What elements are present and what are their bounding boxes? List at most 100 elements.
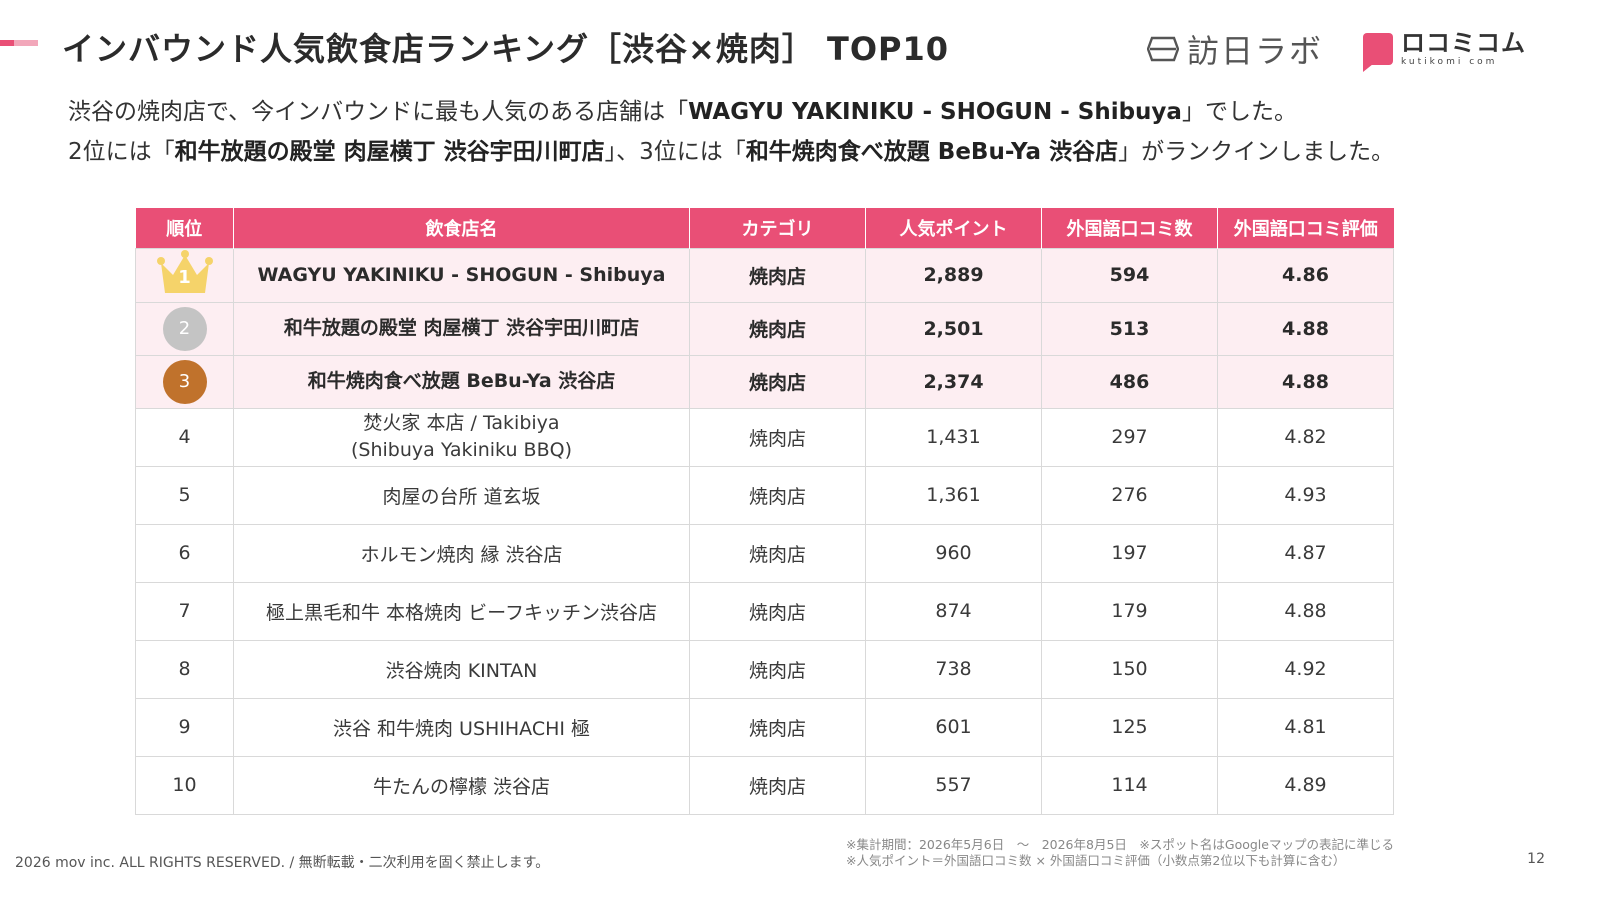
review-rating-cell: 4.86 (1217, 247, 1394, 303)
table-row: 9 渋谷 和牛焼肉 USHIHACHI 極 焼肉店 601 125 4.81 (135, 697, 1394, 757)
rank-cell: 8 (135, 639, 234, 699)
review-count-cell: 276 (1041, 465, 1218, 525)
header-review-count: 外国語口コミ数 (1041, 208, 1218, 248)
kutikomi-logo-subtext: kutikomi com (1401, 57, 1498, 67)
store-name-cell: 極上黒毛和牛 本格焼肉 ビーフキッチン渋谷店 (233, 581, 690, 641)
header-review-rating: 外国語口コミ評価 (1217, 208, 1394, 248)
rank-cell: 9 (135, 697, 234, 757)
ranking-table: 順位 飲食店名 カテゴリ 人気ポイント 外国語口コミ数 外国語口コミ評価 1 (135, 208, 1394, 815)
table-header-row: 順位 飲食店名 カテゴリ 人気ポイント 外国語口コミ数 外国語口コミ評価 (135, 208, 1394, 248)
category-cell: 焼肉店 (689, 354, 866, 409)
table-row: 5 肉屋の台所 道玄坂 焼肉店 1,361 276 4.93 (135, 465, 1394, 525)
review-rating-cell: 4.81 (1217, 697, 1394, 757)
review-count-cell: 114 (1041, 755, 1218, 815)
kutikomi-logo-icon (1363, 33, 1393, 72)
table-row: 1 WAGYU YAKINIKU - SHOGUN - Shibuya 焼肉店 … (135, 247, 1394, 303)
points-cell: 738 (865, 639, 1042, 699)
footnotes: ※集計期間：2026年5月6日 〜 2026年8月5日 ※スポット名はGoogl… (846, 837, 1394, 869)
points-cell: 874 (865, 581, 1042, 641)
review-rating-cell: 4.88 (1217, 354, 1394, 409)
gold-crown-icon: 1 (153, 249, 217, 297)
kutikomi-logo-text: ロコミコム (1401, 29, 1526, 57)
points-cell: 1,431 (865, 407, 1042, 467)
rank-cell: 10 (135, 755, 234, 815)
review-count-cell: 297 (1041, 407, 1218, 467)
points-cell: 2,889 (865, 247, 1042, 303)
rank-cell: 7 (135, 581, 234, 641)
store-name-cell: ホルモン焼肉 縁 渋谷店 (233, 523, 690, 583)
category-cell: 焼肉店 (689, 465, 866, 525)
store-name-cell: WAGYU YAKINIKU - SHOGUN - Shibuya (233, 247, 690, 303)
review-count-cell: 486 (1041, 354, 1218, 409)
category-cell: 焼肉店 (689, 639, 866, 699)
intro-rank3-name: 和牛焼肉食べ放題 BeBu-Ya 渋谷店 (745, 139, 1119, 165)
copyright-text: 2026 mov inc. ALL RIGHTS RESERVED. / 無断転… (15, 855, 550, 871)
page-title: インバウンド人気飲食店ランキング［渋谷×焼肉］ TOP10 (62, 30, 950, 68)
logo-area: 訪日ラボ ロコミコム kutikomi com (1146, 26, 1526, 72)
intro-text: 渋谷の焼肉店で、今インバウンドに最も人気のある店舗は「WAGYU YAKINIK… (68, 92, 1528, 172)
store-name-cell: 渋谷 和牛焼肉 USHIHACHI 極 (233, 697, 690, 757)
store-name-cell: 渋谷焼肉 KINTAN (233, 639, 690, 699)
rank-cell: 4 (135, 407, 234, 467)
header-points: 人気ポイント (865, 208, 1042, 248)
review-count-cell: 150 (1041, 639, 1218, 699)
bronze-medal-icon: 3 (162, 359, 207, 404)
category-cell: 焼肉店 (689, 697, 866, 757)
intro-line-2: 2位には「和牛放題の殿堂 肉屋横丁 渋谷宇田川町店」、3位には「和牛焼肉食べ放題… (68, 139, 1395, 165)
silver-medal-icon: 2 (162, 306, 207, 351)
intro-rank1-name: WAGYU YAKINIKU - SHOGUN - Shibuya (688, 99, 1182, 125)
store-name-cell: 和牛放題の殿堂 肉屋横丁 渋谷宇田川町店 (233, 301, 690, 356)
table-row: 2 和牛放題の殿堂 肉屋横丁 渋谷宇田川町店 焼肉店 2,501 513 4.8… (135, 301, 1394, 356)
rank-cell: 5 (135, 465, 234, 525)
table-row: 6 ホルモン焼肉 縁 渋谷店 焼肉店 960 197 4.87 (135, 523, 1394, 583)
table-row: 3 和牛焼肉食べ放題 BeBu-Ya 渋谷店 焼肉店 2,374 486 4.8… (135, 354, 1394, 409)
points-cell: 1,361 (865, 465, 1042, 525)
table-row: 4 焚火家 本店 / Takibiya (Shibuya Yakiniku BBQ… (135, 407, 1394, 467)
houni-lab-logo-text: 訪日ラボ (1186, 32, 1323, 70)
rank-cell: 1 (135, 247, 234, 303)
intro-line-1: 渋谷の焼肉店で、今インバウンドに最も人気のある店舗は「WAGYU YAKINIK… (68, 99, 1297, 125)
category-cell: 焼肉店 (689, 581, 866, 641)
store-name-cell: 肉屋の台所 道玄坂 (233, 465, 690, 525)
category-cell: 焼肉店 (689, 407, 866, 467)
category-cell: 焼肉店 (689, 755, 866, 815)
review-rating-cell: 4.89 (1217, 755, 1394, 815)
review-rating-cell: 4.93 (1217, 465, 1394, 525)
review-count-cell: 197 (1041, 523, 1218, 583)
store-name-cell: 和牛焼肉食べ放題 BeBu-Ya 渋谷店 (233, 354, 690, 409)
store-name-cell: 焚火家 本店 / Takibiya (Shibuya Yakiniku BBQ) (233, 407, 690, 467)
review-rating-cell: 4.82 (1217, 407, 1394, 467)
footnote-points: ※人気ポイント＝外国語口コミ数 × 外国語口コミ評価（小数点第2位以下も計算に含… (846, 853, 1346, 868)
store-name-cell: 牛たんの檸檬 渋谷店 (233, 755, 690, 815)
points-cell: 960 (865, 523, 1042, 583)
page-number: 12 (1527, 851, 1545, 867)
header-store-name: 飲食店名 (233, 208, 690, 248)
review-count-cell: 179 (1041, 581, 1218, 641)
rank-cell: 3 (135, 354, 234, 409)
title-accent-bar (0, 40, 38, 46)
review-rating-cell: 4.87 (1217, 523, 1394, 583)
intro-rank2-name: 和牛放題の殿堂 肉屋横丁 渋谷宇田川町店 (174, 139, 605, 165)
category-cell: 焼肉店 (689, 523, 866, 583)
review-rating-cell: 4.88 (1217, 581, 1394, 641)
table-row: 7 極上黒毛和牛 本格焼肉 ビーフキッチン渋谷店 焼肉店 874 179 4.8… (135, 581, 1394, 641)
points-cell: 2,501 (865, 301, 1042, 356)
category-cell: 焼肉店 (689, 301, 866, 356)
review-rating-cell: 4.88 (1217, 301, 1394, 356)
rank-number: 1 (178, 266, 191, 288)
rank-cell: 2 (135, 301, 234, 356)
points-cell: 601 (865, 697, 1042, 757)
kutikomi-logo: ロコミコム kutikomi com (1363, 29, 1526, 72)
review-count-cell: 594 (1041, 247, 1218, 303)
header-category: カテゴリ (689, 208, 866, 248)
table-row: 8 渋谷焼肉 KINTAN 焼肉店 738 150 4.92 (135, 639, 1394, 699)
header-rank: 順位 (135, 208, 234, 248)
table-row: 10 牛たんの檸檬 渋谷店 焼肉店 557 114 4.89 (135, 755, 1394, 815)
category-cell: 焼肉店 (689, 247, 866, 303)
review-count-cell: 513 (1041, 301, 1218, 356)
houni-lab-logo: 訪日ラボ (1146, 26, 1323, 72)
points-cell: 2,374 (865, 354, 1042, 409)
footnote-period: ※集計期間：2026年5月6日 〜 2026年8月5日 ※スポット名はGoogl… (846, 837, 1394, 852)
rank-cell: 6 (135, 523, 234, 583)
review-count-cell: 125 (1041, 697, 1218, 757)
